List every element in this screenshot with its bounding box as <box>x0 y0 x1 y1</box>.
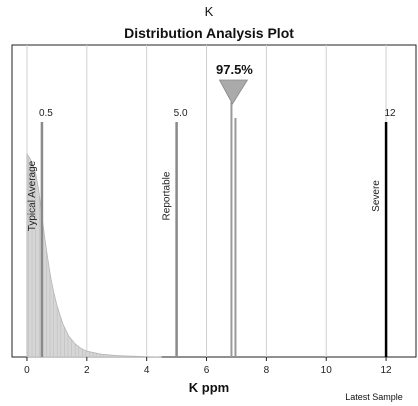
x-tick-label: 2 <box>84 365 90 376</box>
distribution-area <box>26 152 162 358</box>
x-tick-label: 12 <box>381 365 393 376</box>
marker-value-label: 0.5 <box>39 108 53 119</box>
chart-title: Distribution Analysis Plot <box>124 25 294 41</box>
x-tick-label: 8 <box>264 365 270 376</box>
x-tick-label: 10 <box>321 365 333 376</box>
marker-name-label: Typical Average <box>27 160 38 231</box>
x-tick-label: 0 <box>24 365 30 376</box>
x-tick-label: 6 <box>204 365 210 376</box>
grid-lines <box>26 45 387 357</box>
percentile-arrow <box>218 79 249 105</box>
plot-frame <box>11 44 417 358</box>
latest-sample-label: Latest Sample <box>345 392 403 402</box>
marker-value-label: 12 <box>385 108 397 119</box>
percentile-group: 97.5% <box>216 62 253 357</box>
marker-lines-group: 0.5 Typical Average 5.0 Reportable 12 Severe <box>27 108 396 357</box>
marker-value-label: 5.0 <box>174 108 188 119</box>
x-tick-label: 4 <box>144 365 150 376</box>
element-label: K <box>205 4 214 19</box>
percentile-label: 97.5% <box>216 62 253 77</box>
marker-name-label: Severe <box>371 180 382 212</box>
x-axis-label: K ppm <box>189 380 229 395</box>
marker-name-label: Reportable <box>162 171 173 220</box>
x-axis-ticks: 0 2 4 6 8 10 12 <box>24 357 392 376</box>
